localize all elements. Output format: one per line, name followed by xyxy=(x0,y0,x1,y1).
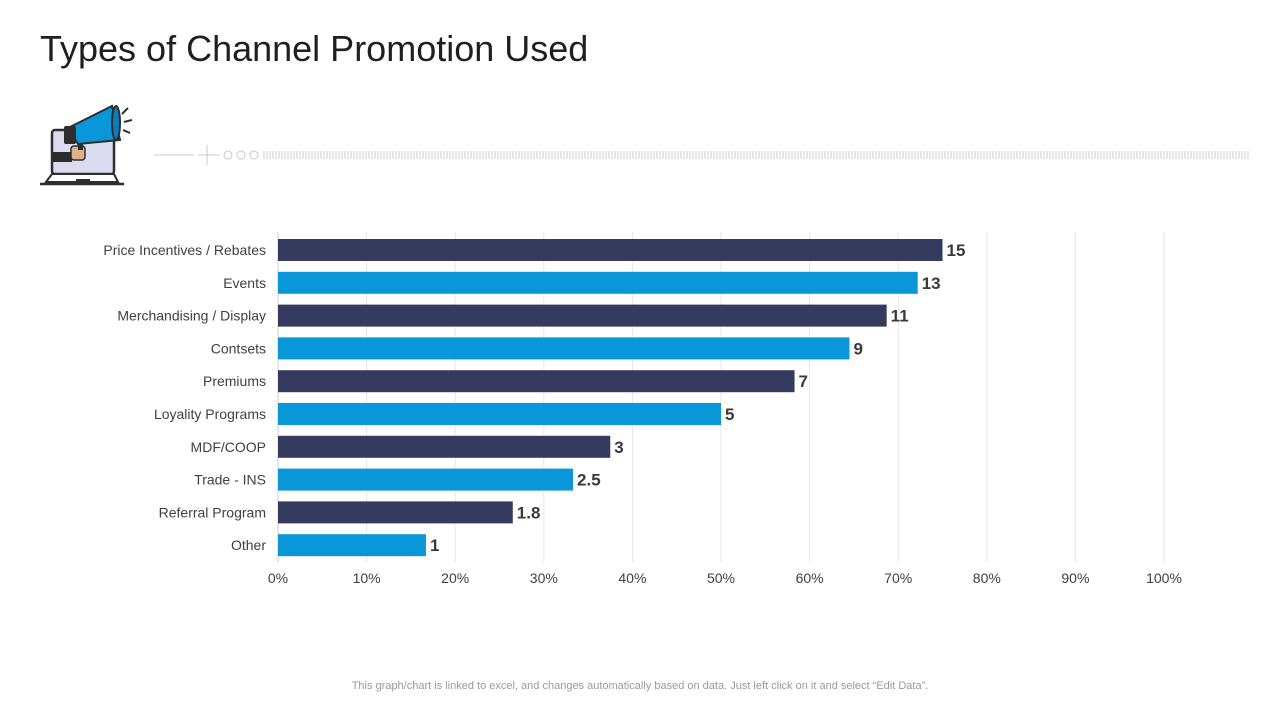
category-label: Referral Program xyxy=(159,504,266,520)
bar xyxy=(278,370,795,393)
x-tick-label: 20% xyxy=(441,570,469,586)
x-tick-label: 10% xyxy=(353,570,381,586)
category-label: Other xyxy=(231,537,266,553)
dotted-divider-line xyxy=(150,140,1254,170)
bar xyxy=(278,337,850,360)
x-tick-label: 60% xyxy=(796,570,824,586)
data-label: 5 xyxy=(725,405,734,424)
x-tick-label: 100% xyxy=(1146,570,1182,586)
data-label: 1.8 xyxy=(517,503,541,522)
category-label: Events xyxy=(223,275,266,291)
data-label: 3 xyxy=(614,438,623,457)
bar xyxy=(278,435,611,458)
bar xyxy=(278,304,887,327)
category-label: MDF/COOP xyxy=(191,439,266,455)
bar xyxy=(278,468,574,491)
bar xyxy=(278,534,426,557)
bar xyxy=(278,403,721,425)
data-label: 13 xyxy=(922,274,941,293)
data-label: 15 xyxy=(947,241,966,260)
bar xyxy=(278,271,918,294)
x-tick-label: 40% xyxy=(618,570,646,586)
data-label: 11 xyxy=(891,307,909,326)
data-label: 7 xyxy=(799,372,808,391)
data-label: 9 xyxy=(853,339,862,358)
category-label: Trade - INS xyxy=(194,472,266,488)
page-title: Types of Channel Promotion Used xyxy=(40,28,589,69)
x-tick-label: 90% xyxy=(1061,570,1089,586)
x-tick-label: 70% xyxy=(884,570,912,586)
x-tick-label: 80% xyxy=(973,570,1001,586)
footer-note: This graph/chart is linked to excel, and… xyxy=(351,680,929,692)
data-label: 1 xyxy=(430,536,439,555)
laptop-megaphone-icon xyxy=(38,100,134,190)
category-label: Price Incentives / Rebates xyxy=(103,242,266,258)
x-tick-label: 50% xyxy=(707,570,735,586)
x-tick-label: 0% xyxy=(268,570,288,586)
category-label: Premiums xyxy=(203,373,266,389)
category-label: Merchandising / Display xyxy=(117,308,266,324)
category-label: Loyality Programs xyxy=(154,406,266,422)
x-tick-label: 30% xyxy=(530,570,558,586)
bar xyxy=(278,501,513,524)
category-label: Contsets xyxy=(211,340,266,356)
data-label: 2.5 xyxy=(577,471,601,490)
bar xyxy=(278,239,943,261)
